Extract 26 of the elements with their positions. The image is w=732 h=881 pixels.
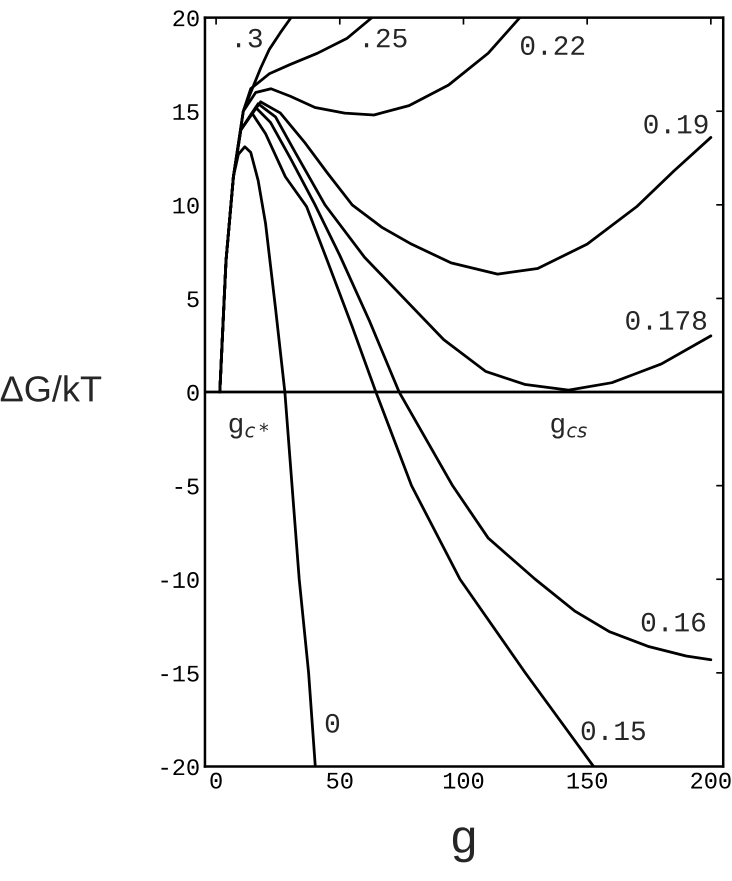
y-tick-label: 15 — [173, 104, 199, 120]
y-tick-label: -15 — [161, 666, 199, 682]
x-tick-label: 50 — [327, 772, 352, 789]
y-tick-label: 20 — [173, 10, 199, 26]
annotation: g$_{cs}$ — [551, 418, 587, 439]
annotation: .3 — [236, 28, 262, 48]
x-tick-label: 150 — [568, 772, 607, 789]
x-tick-label: 100 — [444, 772, 484, 789]
annotation: 0 — [326, 714, 340, 733]
x-axis-title: g — [452, 827, 474, 862]
y-tick-label: 0 — [187, 384, 199, 401]
x-tick-label: 0 — [210, 772, 222, 789]
annotation: 0.178 — [626, 311, 706, 330]
y-tick-label: -20 — [161, 759, 199, 776]
y-tick-label: 10 — [173, 198, 199, 214]
annotation: 0.15 — [582, 721, 645, 740]
annotation: g$_{c*}$ — [230, 418, 268, 439]
annotation: 0.22 — [521, 36, 584, 56]
y-tick-label: -5 — [176, 478, 199, 494]
x-tick-label: 200 — [691, 772, 731, 789]
annotation: 0.16 — [642, 612, 705, 632]
annotation: .25 — [364, 28, 406, 48]
y-tick-label: 5 — [187, 291, 199, 308]
annotation: 0.19 — [644, 114, 708, 134]
y-axis-title: ΔG/kT — [0, 375, 102, 402]
y-tick-label: -10 — [161, 572, 199, 588]
